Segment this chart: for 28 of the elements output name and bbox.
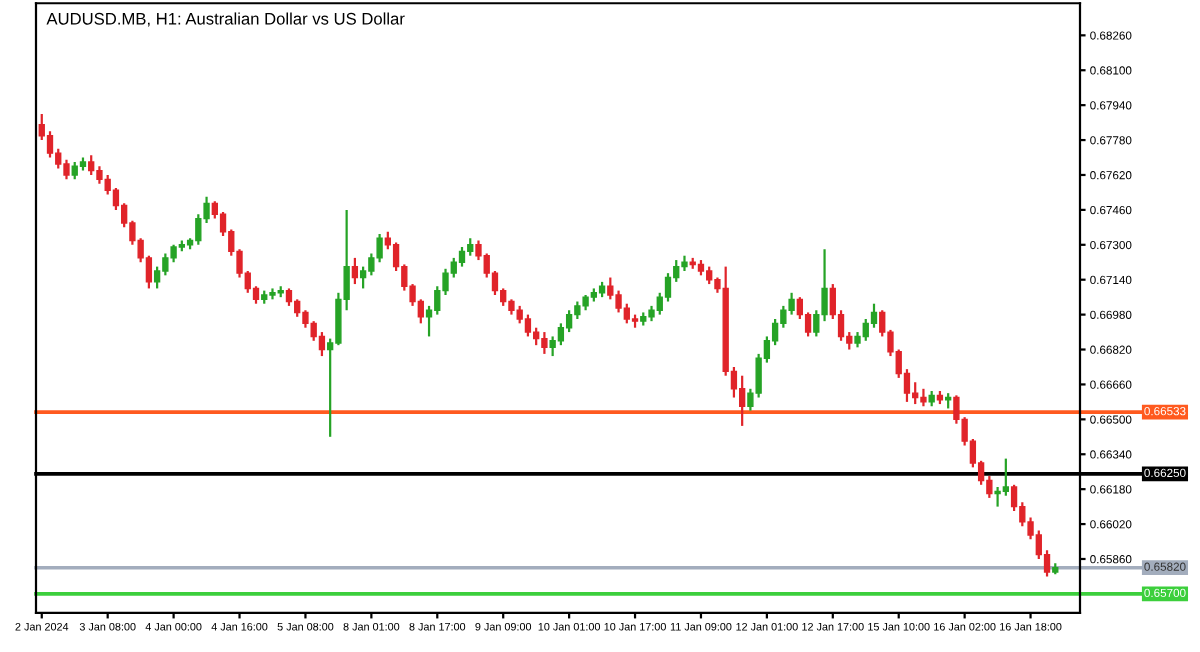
candlestick (162, 252, 169, 277)
candlestick (153, 265, 161, 290)
candlestick (46, 130, 54, 159)
candlestick (63, 158, 70, 181)
candlestick (788, 291, 795, 316)
candlestick (623, 302, 630, 325)
candlestick (359, 265, 367, 290)
candlestick (607, 276, 614, 301)
chart-title: AUDUSD.MB, H1: Australian Dollar vs US Dollar (46, 12, 405, 27)
candlestick (541, 330, 548, 355)
candlestick (912, 381, 919, 406)
candlestick (88, 154, 95, 177)
candlestick (524, 313, 532, 338)
candlestick (557, 322, 565, 347)
candlestick (994, 485, 1001, 508)
candlestick (870, 302, 878, 329)
candlestick (565, 309, 573, 334)
candlestick (549, 335, 556, 358)
candlestick (615, 289, 622, 314)
candlestick (376, 232, 383, 264)
candlestick (458, 245, 466, 268)
candlestick (318, 330, 326, 358)
candlestick (664, 272, 672, 303)
candlestick (310, 320, 317, 342)
candlestick (738, 374, 746, 427)
candlestick (862, 317, 869, 342)
candlestick (1002, 457, 1010, 497)
candlestick (351, 256, 359, 286)
